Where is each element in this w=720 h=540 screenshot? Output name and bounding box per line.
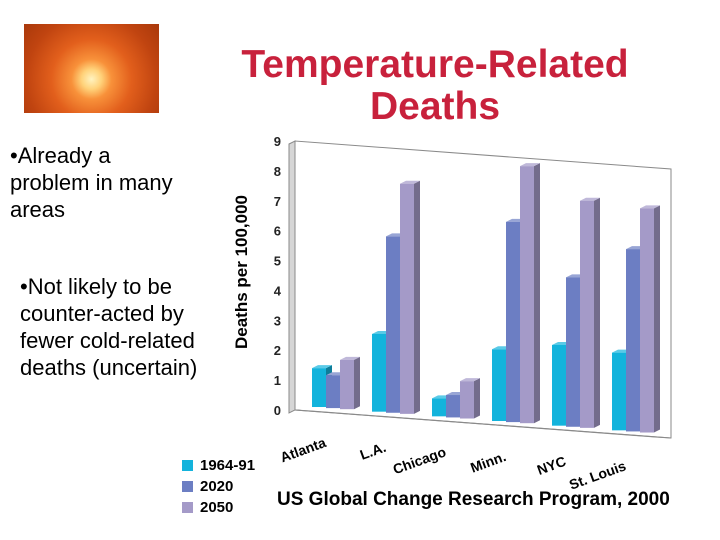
bar-front	[580, 200, 594, 428]
bar-top	[520, 163, 540, 167]
y-tick-label: 3	[274, 313, 281, 328]
bar-front	[612, 352, 626, 431]
y-tick-label: 9	[274, 134, 281, 149]
y-axis-label: Deaths per 100,000	[232, 194, 251, 350]
bar-front	[626, 249, 640, 432]
bar-side	[474, 378, 480, 419]
bar-front	[372, 333, 386, 412]
bar-front	[506, 221, 520, 423]
x-tick-label: St. Louis	[567, 457, 628, 492]
bar-2050-L.A.	[400, 180, 420, 414]
bar-2050-St. Louis	[640, 205, 660, 433]
bar-side	[354, 356, 360, 410]
chart-floor	[294, 409, 672, 439]
bar-front	[460, 381, 474, 419]
bar-2050-Chicago	[460, 378, 480, 419]
bar-front	[312, 368, 326, 408]
y-tick-label: 6	[274, 224, 281, 239]
bar-top	[460, 378, 480, 382]
source-citation: US Global Change Research Program, 2000	[277, 489, 670, 510]
x-tick-label: Minn.	[468, 448, 508, 476]
y-tick-label: 2	[274, 343, 281, 358]
y-tick-label: 7	[274, 194, 281, 209]
page-title: Temperature-Related Deaths	[241, 43, 629, 128]
bullet-not-likely: •Not likely to be counter-acted by fewer…	[20, 274, 198, 380]
bar-front	[340, 359, 354, 410]
bar-top	[640, 205, 660, 209]
y-tick-label: 8	[274, 164, 281, 179]
bar-front	[520, 166, 534, 424]
bullet-already-a-problem: •Already a problem in many areas	[10, 143, 173, 222]
bar-top	[580, 197, 600, 201]
legend-label: 2050	[200, 499, 234, 516]
y-tick-label: 5	[274, 254, 281, 269]
y-tick-label: 0	[274, 403, 281, 418]
bar-front	[566, 277, 580, 427]
y-tick-label: 1	[274, 373, 281, 388]
bar-top	[400, 180, 420, 184]
y-axis-ticks: 0 1 2 3 4 5 6 7 8 9	[274, 134, 282, 418]
chart-bars	[312, 163, 660, 433]
bar-top	[340, 356, 360, 360]
bar-2050-NYC	[580, 197, 600, 428]
chart-side-wall	[288, 140, 296, 414]
legend-swatch-2020	[182, 481, 193, 492]
bar-side	[414, 180, 420, 414]
bar-front	[640, 208, 654, 433]
x-tick-label: Atlanta	[278, 434, 328, 465]
legend-label: 1964-91	[200, 457, 256, 474]
bar-front	[552, 344, 566, 426]
legend-swatch-1964-91	[182, 460, 193, 471]
bar-2050-Minn.	[520, 163, 540, 424]
bar-front	[400, 183, 414, 414]
bar-front	[492, 349, 506, 422]
bar-side	[534, 163, 540, 424]
bar-front	[386, 236, 400, 413]
bar-2050-Atlanta	[340, 356, 360, 410]
bar-side	[594, 197, 600, 428]
x-tick-label: NYC	[535, 453, 568, 478]
x-tick-label: Chicago	[391, 443, 448, 477]
bar-side	[654, 205, 660, 433]
bar-front	[432, 398, 446, 417]
legend-label: 2020	[200, 478, 234, 495]
x-tick-label: L.A.	[358, 439, 388, 463]
sun-photo	[24, 24, 159, 113]
legend-swatch-2050	[182, 502, 193, 513]
y-tick-label: 4	[274, 283, 282, 298]
bar-front	[446, 395, 460, 418]
bar-top	[312, 365, 332, 369]
bar-front	[326, 375, 340, 409]
